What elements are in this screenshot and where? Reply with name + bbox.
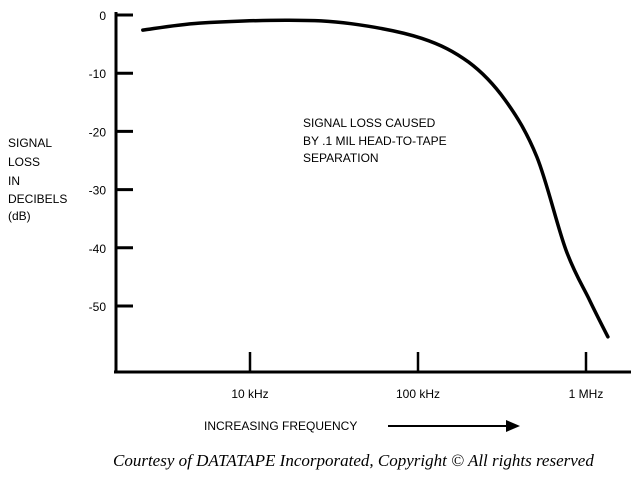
y-tick-label: -50 [89, 300, 107, 314]
series-line-signal-loss [141, 18, 610, 339]
y-axis-label-line: (dB) [8, 209, 31, 223]
chart-annotation: SIGNAL LOSS CAUSED BY .1 MIL HEAD-TO-TAP… [303, 116, 447, 165]
y-axis-label: SIGNAL LOSS IN DECIBELS (dB) [8, 136, 67, 223]
y-axis-label-line: DECIBELS [8, 192, 67, 206]
y-axis-ticks: 0 -10 -20 -30 -40 -50 [89, 9, 133, 314]
y-tick-label: -10 [89, 67, 107, 81]
annotation-line: SEPARATION [303, 151, 379, 165]
annotation-line: SIGNAL LOSS CAUSED [303, 116, 436, 130]
y-tick-label: -20 [89, 125, 107, 139]
x-tick-label: 10 kHz [231, 387, 268, 401]
y-tick-label: -30 [89, 184, 107, 198]
credit-text: Courtesy of DATATAPE Incorporated, Copyr… [113, 451, 594, 470]
x-axis-label: INCREASING FREQUENCY [204, 419, 357, 433]
y-axis-label-line: IN [8, 174, 20, 188]
y-tick-label: -40 [89, 242, 107, 256]
direction-arrow-icon [506, 420, 520, 432]
y-tick-label: 0 [99, 9, 106, 23]
y-axis-label-line: LOSS [8, 155, 40, 169]
annotation-line: BY .1 MIL HEAD-TO-TAPE [303, 134, 447, 148]
x-axis-ticks: 10 kHz 100 kHz 1 MHz [231, 352, 603, 401]
x-tick-label: 1 MHz [569, 387, 604, 401]
y-axis-label-line: SIGNAL [8, 136, 52, 150]
x-tick-label: 100 kHz [396, 387, 440, 401]
